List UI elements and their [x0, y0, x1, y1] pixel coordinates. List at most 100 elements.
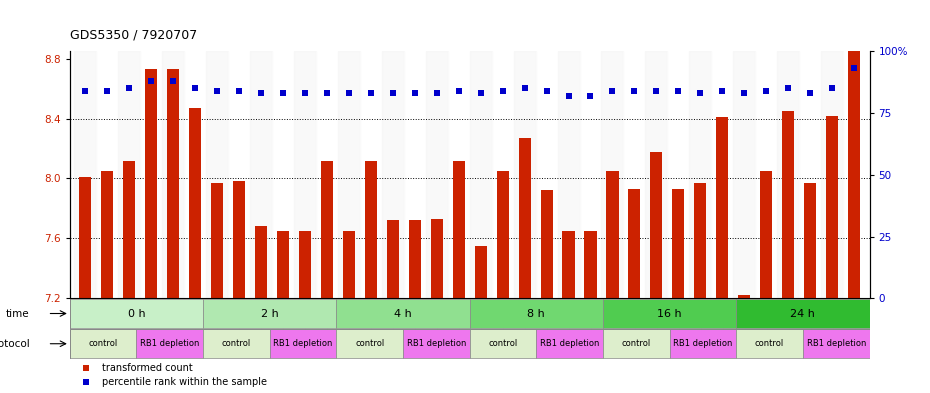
Bar [321, 160, 333, 298]
Bar [387, 220, 399, 298]
Bar [650, 152, 662, 298]
Bar [536, 51, 558, 298]
Bar [381, 51, 404, 298]
Bar [734, 51, 755, 298]
Bar [803, 329, 870, 358]
Bar [70, 329, 137, 358]
Text: control: control [88, 339, 118, 348]
Point [143, 78, 158, 84]
Text: control: control [221, 339, 251, 348]
Text: RB1 depletion: RB1 depletion [540, 339, 599, 348]
Bar [755, 51, 777, 298]
Bar [70, 299, 203, 328]
Point [232, 88, 246, 94]
Point [737, 90, 751, 96]
Bar [558, 51, 579, 298]
Text: 24 h: 24 h [790, 309, 816, 318]
Text: percentile rank within the sample: percentile rank within the sample [101, 376, 267, 386]
Point [319, 90, 334, 96]
Point [364, 90, 379, 96]
Bar [403, 329, 470, 358]
Bar [563, 231, 575, 298]
Point [605, 88, 620, 94]
Point [407, 90, 422, 96]
Bar [74, 51, 96, 298]
Point [122, 85, 137, 91]
Bar [711, 51, 734, 298]
Text: 0 h: 0 h [127, 309, 145, 318]
Bar [426, 51, 447, 298]
Point [78, 365, 93, 371]
Bar [447, 51, 470, 298]
Point [759, 88, 774, 94]
Bar [203, 299, 337, 328]
Bar [404, 51, 426, 298]
Point [671, 88, 685, 94]
Bar [738, 296, 751, 298]
Bar [118, 51, 140, 298]
Bar [737, 299, 870, 328]
Bar [737, 329, 803, 358]
Bar [689, 51, 711, 298]
Bar [189, 108, 201, 298]
Point [209, 88, 224, 94]
Bar [645, 51, 668, 298]
Point [275, 90, 290, 96]
Bar [250, 51, 272, 298]
Text: RB1 depletion: RB1 depletion [140, 339, 199, 348]
Bar [519, 138, 531, 298]
Bar [670, 329, 737, 358]
Text: time: time [7, 309, 30, 318]
Bar [338, 51, 360, 298]
Bar [232, 182, 245, 298]
Point [803, 90, 817, 96]
Bar [672, 189, 684, 298]
Bar [668, 51, 689, 298]
Point [583, 92, 598, 99]
Point [341, 90, 356, 96]
Bar [79, 177, 91, 298]
Bar [470, 51, 492, 298]
Bar [470, 329, 537, 358]
Text: 4 h: 4 h [394, 309, 412, 318]
Bar [96, 51, 118, 298]
Bar [603, 329, 670, 358]
Bar [123, 160, 135, 298]
Bar [497, 171, 509, 298]
Point [649, 88, 664, 94]
Point [561, 92, 576, 99]
Bar [343, 231, 355, 298]
Point [78, 88, 93, 94]
Bar [299, 231, 311, 298]
Point [495, 88, 510, 94]
Text: control: control [621, 339, 651, 348]
Bar [294, 51, 316, 298]
Bar [337, 299, 470, 328]
Point [430, 90, 445, 96]
Point [539, 88, 554, 94]
Bar [623, 51, 645, 298]
Text: control: control [355, 339, 384, 348]
Bar [431, 219, 443, 298]
Bar [337, 329, 403, 358]
Text: transformed count: transformed count [101, 363, 193, 373]
Bar [228, 51, 250, 298]
Bar [584, 231, 596, 298]
Point [254, 90, 269, 96]
Bar [777, 51, 799, 298]
Text: RB1 depletion: RB1 depletion [673, 339, 733, 348]
Bar [782, 111, 794, 298]
Bar [470, 299, 603, 328]
Text: control: control [488, 339, 518, 348]
Text: RB1 depletion: RB1 depletion [273, 339, 333, 348]
Bar [184, 51, 206, 298]
Bar [360, 51, 381, 298]
Bar [408, 220, 420, 298]
Point [825, 85, 840, 91]
Bar [140, 51, 162, 298]
Text: 16 h: 16 h [658, 309, 682, 318]
Text: GDS5350 / 7920707: GDS5350 / 7920707 [70, 28, 197, 41]
Bar [365, 160, 377, 298]
Bar [206, 51, 228, 298]
Bar [799, 51, 821, 298]
